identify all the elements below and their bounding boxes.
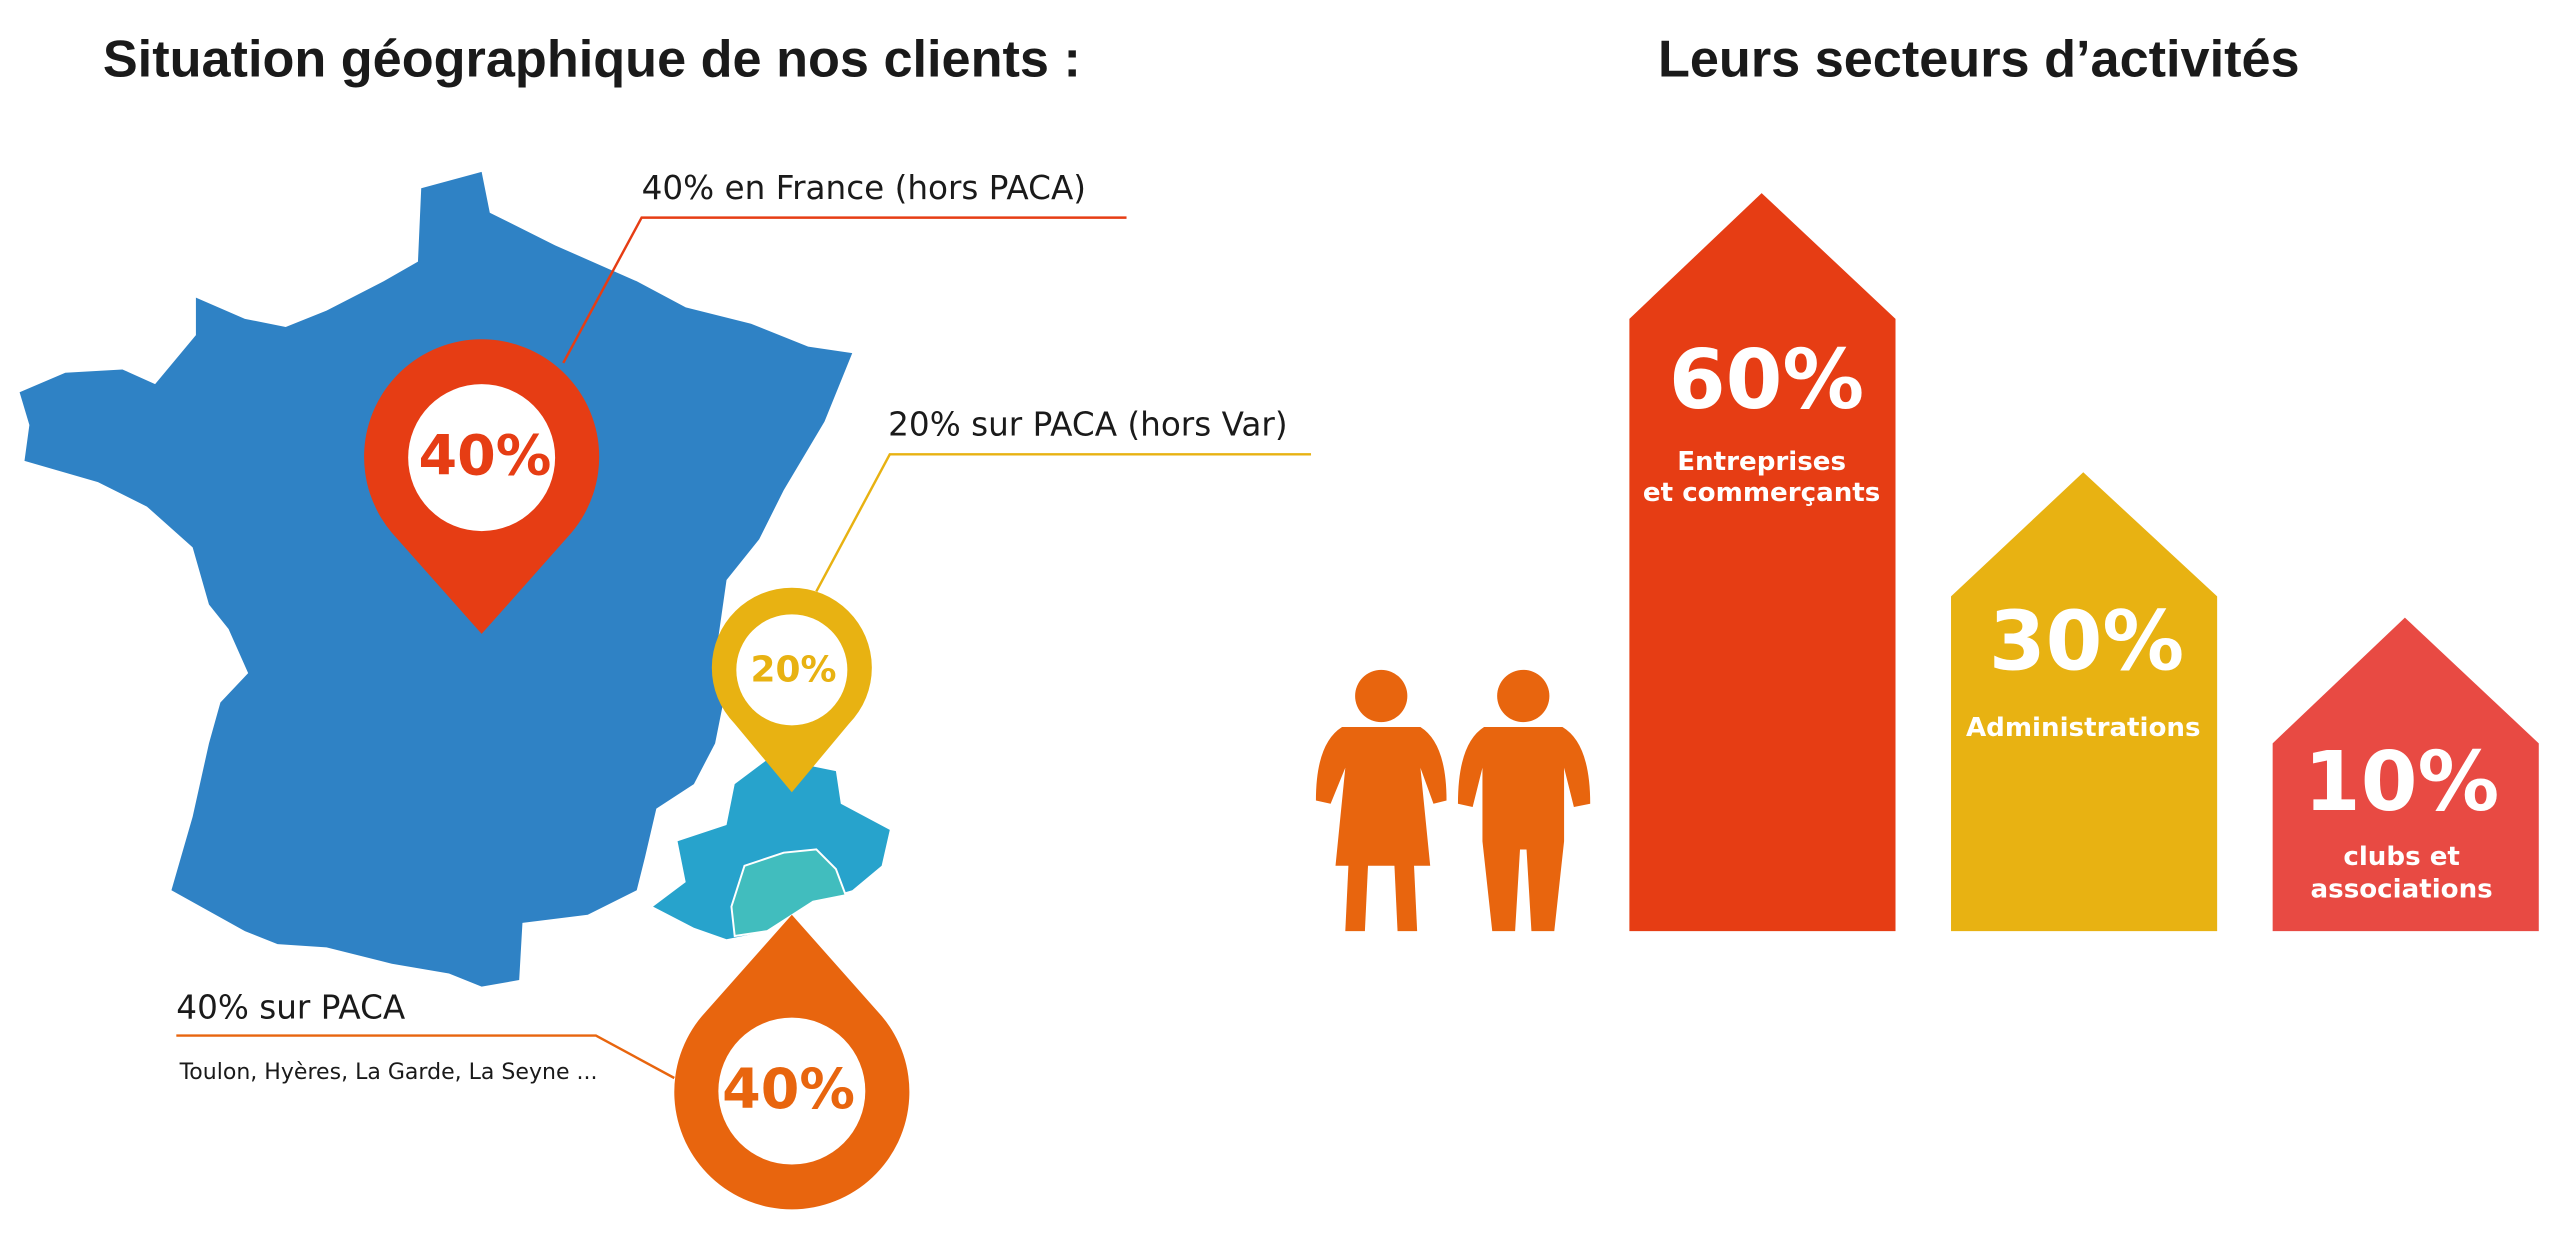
- pin-label: 40%: [722, 1057, 855, 1122]
- sector-house: [1951, 472, 2218, 932]
- sector-house: [1629, 193, 1896, 932]
- sector-percent: 10%: [2304, 735, 2499, 830]
- sector-label: clubs et: [2343, 842, 2460, 872]
- right-title: Leurs secteurs d’activités: [1658, 30, 2300, 88]
- pin-inner: [408, 384, 556, 532]
- var-department: [730, 848, 848, 938]
- callout-text: 20% sur PACA (hors Var): [888, 406, 1287, 444]
- sector-label: Administrations: [1966, 713, 2201, 743]
- leader-line: [815, 453, 1312, 593]
- sector-label: Entreprises: [1677, 447, 1846, 477]
- people-icon: [1315, 669, 1591, 932]
- sector-percent: 30%: [1989, 594, 2184, 689]
- pin-inner: [736, 614, 848, 726]
- pin-label: 20%: [750, 649, 836, 690]
- sector-label: associations: [2311, 875, 2493, 905]
- pin-inner: [718, 1017, 866, 1165]
- leader-line: [176, 1034, 675, 1080]
- callout-text: 40% sur PACA: [176, 988, 406, 1026]
- pin-label: 40%: [418, 423, 551, 488]
- left-title: Situation géographique de nos clients :: [103, 30, 1081, 88]
- sector-house: [2272, 617, 2539, 932]
- callout-text: 40% en France (hors PACA): [642, 169, 1086, 207]
- leader-line: [562, 216, 1127, 364]
- sector-label: et commerçants: [1643, 478, 1880, 508]
- callout-detail: Toulon, Hyères, La Garde, La Seyne ...: [179, 1060, 598, 1085]
- sector-percent: 60%: [1669, 333, 1864, 428]
